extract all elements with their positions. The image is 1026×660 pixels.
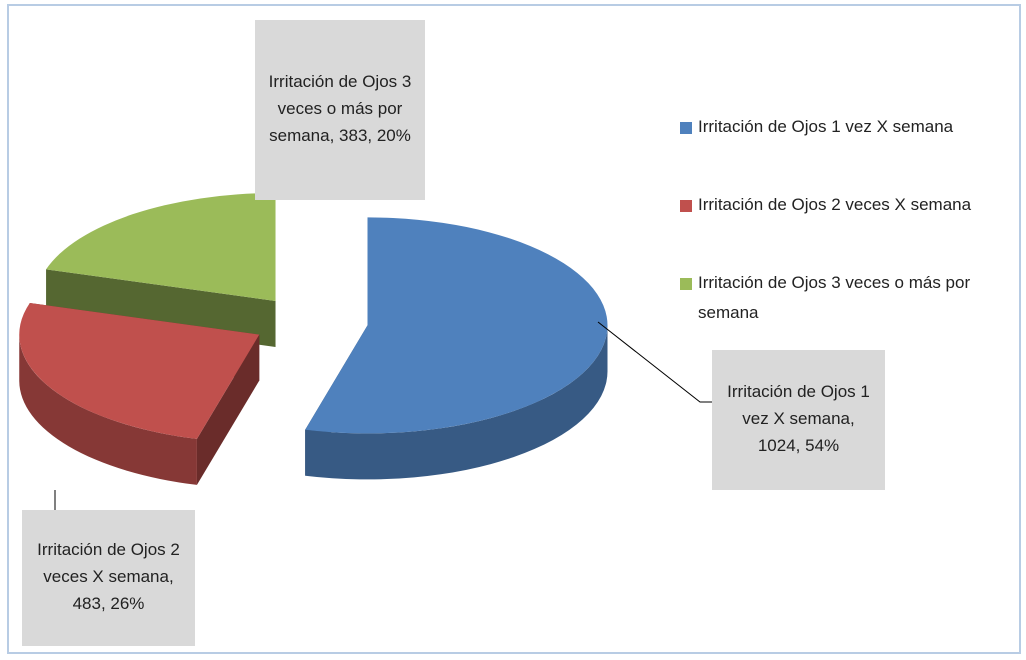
legend-label: Irritación de Ojos 2 veces X semana bbox=[698, 195, 972, 214]
pie bbox=[19, 193, 608, 485]
legend-swatch bbox=[680, 200, 692, 212]
legend-swatch bbox=[680, 278, 692, 290]
data-label: Irritación de Ojos 2 veces X semana, 483, … bbox=[37, 540, 180, 613]
slice bbox=[46, 193, 276, 302]
data-label-box bbox=[255, 20, 425, 200]
labels: Irritación de Ojos 1 vez X semana, 1024, 5… bbox=[22, 20, 885, 646]
data-label: Irritación de Ojos 3 veces o más por seman… bbox=[269, 72, 412, 145]
legend: Irritación de Ojos 1 vez X semana Irritac… bbox=[680, 117, 972, 322]
data-label-box bbox=[22, 510, 195, 646]
leader-line bbox=[597, 321, 712, 403]
legend-label: Irritación de Ojos 3 veces o más por sema… bbox=[698, 273, 970, 322]
data-label: Irritación de Ojos 1 vez X semana, 1024, 5… bbox=[727, 382, 870, 455]
legend-label: Irritación de Ojos 1 vez X semana bbox=[698, 117, 954, 136]
slice-edge bbox=[46, 269, 276, 348]
slice bbox=[19, 302, 260, 439]
slice-side bbox=[19, 334, 197, 485]
legend-swatch bbox=[680, 122, 692, 134]
data-label-box bbox=[712, 350, 885, 490]
slice bbox=[305, 217, 608, 434]
slice-side bbox=[305, 325, 608, 480]
